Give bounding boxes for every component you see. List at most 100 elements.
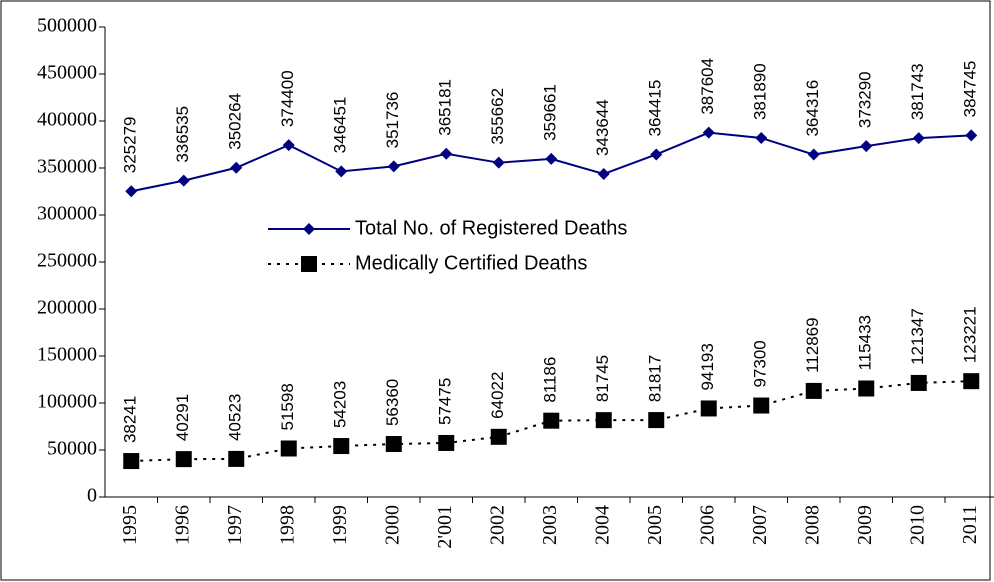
data-point <box>543 412 560 429</box>
x-tick-label: 2005 <box>644 505 666 545</box>
legend-marker <box>303 223 315 235</box>
data-point <box>650 148 663 161</box>
data-label: 381743 <box>908 63 927 120</box>
data-point <box>230 161 243 174</box>
y-tick-label: 100000 <box>37 391 97 413</box>
data-point <box>910 374 927 391</box>
data-label: 346451 <box>331 97 350 154</box>
y-tick-label: 350000 <box>37 156 97 178</box>
y-tick-label: 250000 <box>37 250 97 272</box>
data-label: 64022 <box>488 372 507 419</box>
data-label: 381890 <box>751 63 770 120</box>
x-tick-label: 1998 <box>276 505 298 545</box>
x-tick-label: 2011 <box>959 505 981 544</box>
x-tick-label: 1997 <box>224 505 246 545</box>
data-label: 115433 <box>856 315 875 370</box>
x-tick-label: 2009 <box>854 505 876 545</box>
data-point <box>860 140 873 153</box>
data-label: 351736 <box>383 92 402 149</box>
data-label: 343644 <box>593 99 612 156</box>
data-point <box>965 129 978 142</box>
data-label: 81186 <box>541 357 560 403</box>
data-label: 38241 <box>121 396 140 443</box>
data-label: 365181 <box>436 79 455 136</box>
data-label: 56360 <box>383 379 402 426</box>
data-point <box>125 185 138 198</box>
data-label: 336535 <box>173 106 192 163</box>
data-point <box>385 436 402 453</box>
data-point <box>805 382 822 399</box>
data-point <box>545 152 558 165</box>
data-label: 51598 <box>278 383 297 430</box>
data-point <box>282 139 295 152</box>
data-label: 387604 <box>698 58 717 115</box>
data-point <box>440 147 453 160</box>
data-point <box>912 132 925 145</box>
y-tick-label: 500000 <box>37 15 97 37</box>
legend-label: Total No. of Registered Deaths <box>355 217 627 239</box>
x-tick-label: 2008 <box>801 505 823 545</box>
y-tick-label: 300000 <box>37 203 97 225</box>
data-point <box>858 380 875 397</box>
data-point <box>702 126 715 139</box>
data-point <box>335 165 348 178</box>
data-label: 384745 <box>961 61 980 118</box>
y-tick-label: 0 <box>87 485 97 507</box>
data-point <box>755 132 768 145</box>
y-tick-label: 450000 <box>37 62 97 84</box>
data-label: 81817 <box>646 355 665 402</box>
data-label: 364415 <box>646 80 665 137</box>
data-label: 121347 <box>908 308 927 365</box>
data-label: 374400 <box>278 70 297 127</box>
data-point <box>387 160 400 173</box>
x-tick-label: 2002 <box>486 505 508 545</box>
x-tick-label: 2010 <box>906 505 928 545</box>
data-point <box>700 400 717 417</box>
data-point <box>648 412 665 429</box>
y-tick-label: 400000 <box>37 109 97 131</box>
x-tick-label: 2004 <box>591 505 613 545</box>
data-label: 364316 <box>803 80 822 137</box>
x-tick-label: 2007 <box>749 505 771 545</box>
data-label: 97300 <box>751 340 770 387</box>
data-label: 325279 <box>121 117 140 174</box>
y-tick-label: 200000 <box>37 297 97 319</box>
data-point <box>123 453 140 470</box>
data-point <box>490 428 507 445</box>
data-label: 359661 <box>541 84 560 141</box>
data-label: 373290 <box>856 71 875 128</box>
data-point <box>333 438 350 455</box>
data-point <box>175 451 192 468</box>
data-label: 350264 <box>226 93 245 150</box>
x-tick-label: 2'001 <box>434 505 456 549</box>
data-label: 94193 <box>698 343 717 390</box>
y-tick-label: 50000 <box>47 438 97 460</box>
legend-marker <box>301 256 317 272</box>
x-tick-label: 2006 <box>696 505 718 545</box>
data-label: 54203 <box>331 381 350 428</box>
data-label: 40523 <box>226 394 245 441</box>
x-tick-label: 2003 <box>539 505 561 545</box>
x-tick-label: 2000 <box>381 505 403 545</box>
data-point <box>177 174 190 187</box>
x-tick-label: 1999 <box>329 505 351 545</box>
data-point <box>597 167 610 180</box>
data-label: 57475 <box>436 378 455 425</box>
x-tick-label: 1996 <box>171 505 193 545</box>
data-label: 112869 <box>803 317 822 372</box>
data-point <box>753 397 770 414</box>
x-tick-label: 1995 <box>119 505 141 545</box>
data-point <box>595 412 612 429</box>
data-point <box>807 148 820 161</box>
data-label: 355662 <box>488 88 507 145</box>
data-point <box>438 434 455 451</box>
legend-label: Medically Certified Deaths <box>355 252 587 274</box>
data-point <box>280 440 297 457</box>
data-label: 40291 <box>173 394 192 441</box>
data-point <box>963 373 980 390</box>
data-label: 81745 <box>593 355 612 402</box>
data-label: 123221 <box>961 306 980 363</box>
data-point <box>492 156 505 169</box>
